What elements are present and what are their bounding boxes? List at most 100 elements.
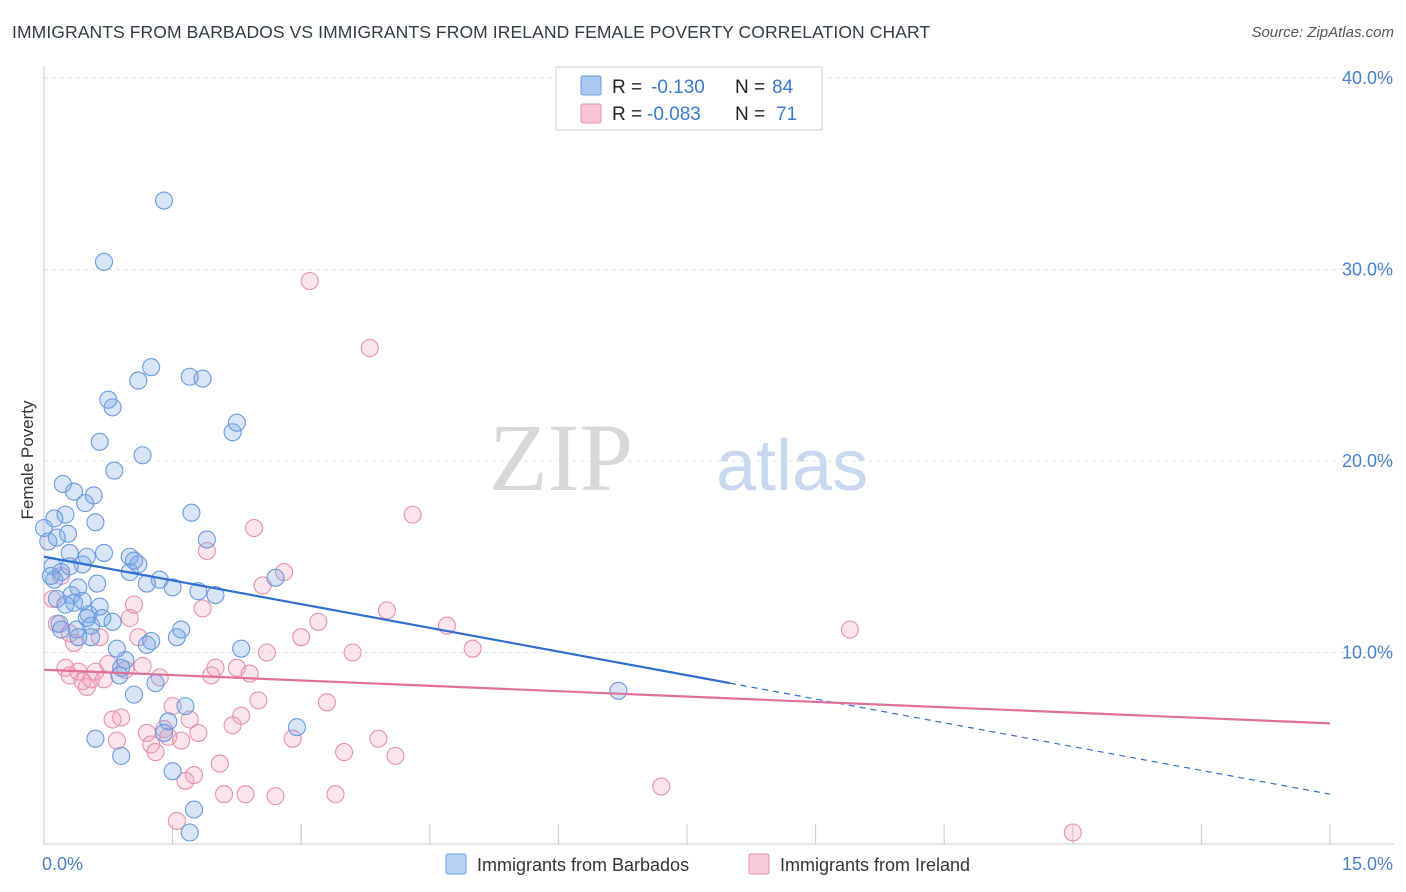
point-barbados bbox=[176, 697, 195, 716]
point-barbados bbox=[90, 597, 109, 616]
point-ireland bbox=[249, 691, 268, 710]
legend-r-label-barbados: R = bbox=[612, 77, 642, 98]
point-ireland bbox=[172, 731, 191, 750]
point-barbados bbox=[45, 509, 64, 528]
y-tick-label-3: 40.0% bbox=[1342, 68, 1393, 88]
point-barbados bbox=[105, 461, 124, 480]
point-barbados bbox=[56, 505, 75, 524]
point-ireland bbox=[124, 595, 144, 614]
point-barbados bbox=[172, 620, 191, 639]
point-barbados bbox=[94, 252, 114, 271]
point-ireland bbox=[107, 731, 126, 750]
point-barbados bbox=[41, 566, 60, 585]
point-ireland bbox=[214, 785, 234, 804]
point-ireland bbox=[189, 723, 208, 742]
point-ireland bbox=[335, 743, 354, 762]
legend-n-value-barbados: 84 bbox=[772, 77, 794, 98]
legend-n-value-ireland: 71 bbox=[776, 104, 797, 125]
point-barbados bbox=[163, 762, 182, 781]
point-barbados bbox=[67, 620, 86, 639]
point-ireland bbox=[300, 271, 319, 291]
point-ireland bbox=[386, 746, 405, 765]
point-ireland bbox=[652, 777, 671, 796]
point-ireland bbox=[232, 706, 251, 725]
point-ireland bbox=[403, 505, 422, 524]
point-ireland bbox=[210, 754, 229, 773]
point-barbados bbox=[93, 608, 112, 628]
point-ireland bbox=[463, 639, 482, 658]
point-ireland bbox=[377, 601, 396, 620]
point-barbados bbox=[154, 723, 174, 742]
point-barbados bbox=[82, 628, 101, 647]
point-barbados bbox=[103, 398, 122, 417]
point-barbados bbox=[223, 423, 242, 442]
point-ireland bbox=[193, 599, 212, 618]
point-barbados bbox=[133, 446, 152, 465]
point-barbados bbox=[124, 685, 144, 704]
point-ireland bbox=[292, 628, 311, 647]
source-label: Source: ZipAtlas.com bbox=[1251, 24, 1394, 41]
point-ireland bbox=[369, 729, 388, 748]
point-ireland bbox=[283, 729, 302, 748]
point-barbados bbox=[94, 543, 114, 562]
point-barbados bbox=[64, 482, 84, 501]
point-ireland bbox=[1063, 823, 1082, 842]
point-barbados bbox=[56, 595, 75, 614]
point-ireland bbox=[120, 608, 139, 628]
point-barbados bbox=[266, 568, 285, 587]
point-barbados bbox=[609, 681, 628, 700]
trend-line-barbados-extension bbox=[729, 682, 1331, 795]
point-barbados bbox=[129, 371, 148, 390]
point-barbados bbox=[184, 800, 204, 819]
point-barbados bbox=[52, 620, 71, 639]
watermark-zip: ZIP bbox=[489, 404, 633, 511]
gridlines bbox=[44, 77, 1394, 653]
point-ireland bbox=[326, 785, 345, 804]
point-barbados bbox=[154, 191, 174, 210]
point-ireland bbox=[343, 643, 362, 662]
watermark-atlas: atlas bbox=[716, 426, 868, 506]
point-ireland bbox=[309, 612, 328, 631]
point-ireland bbox=[360, 338, 379, 358]
axes bbox=[43, 66, 1394, 845]
legend-r-value-ireland: -0.083 bbox=[647, 104, 701, 125]
x-tick-label-0: 0.0% bbox=[42, 854, 83, 874]
series-legend-label-ireland: Immigrants from Ireland bbox=[780, 855, 970, 875]
point-barbados bbox=[86, 729, 105, 748]
point-barbados bbox=[88, 574, 107, 593]
point-barbados bbox=[206, 585, 225, 605]
point-barbados bbox=[197, 530, 216, 549]
point-barbados bbox=[182, 503, 201, 522]
legend-n-label-barbados: N = bbox=[735, 77, 765, 98]
point-ireland bbox=[257, 643, 276, 662]
point-ireland bbox=[180, 710, 199, 729]
point-ireland bbox=[112, 708, 131, 727]
point-ireland bbox=[236, 785, 255, 804]
legend-swatch-ireland bbox=[580, 103, 602, 124]
point-ireland bbox=[167, 811, 186, 831]
legend-r-value-barbados: -0.130 bbox=[651, 77, 705, 98]
point-barbados bbox=[86, 513, 105, 532]
point-barbados bbox=[142, 631, 161, 651]
legend-swatch-barbados bbox=[580, 75, 602, 96]
legend-n-label-ireland: N = bbox=[735, 104, 765, 125]
point-ireland bbox=[266, 787, 285, 806]
point-barbados bbox=[58, 524, 78, 543]
tick-labels: 10.0% 20.0% 30.0% 40.0% 0.0% 15.0% bbox=[42, 68, 1393, 874]
point-barbados bbox=[180, 823, 199, 842]
point-barbados bbox=[159, 712, 178, 731]
point-barbados bbox=[146, 674, 165, 693]
point-ireland bbox=[146, 743, 165, 762]
chart-title: IMMIGRANTS FROM BARBADOS VS IMMIGRANTS F… bbox=[12, 22, 931, 42]
point-ireland bbox=[840, 620, 859, 639]
point-barbados bbox=[193, 369, 212, 388]
point-barbados bbox=[124, 551, 144, 570]
point-barbados bbox=[90, 432, 109, 451]
y-tick-label-1: 20.0% bbox=[1342, 451, 1393, 471]
series-legend-swatch-ireland bbox=[748, 853, 770, 875]
point-barbados bbox=[73, 591, 92, 610]
stats-legend: R = -0.130 N = 84 R = -0.083 N = 71 bbox=[555, 66, 823, 131]
point-barbados bbox=[112, 746, 131, 765]
x-tick-label-1: 15.0% bbox=[1342, 854, 1393, 874]
point-ireland bbox=[317, 693, 336, 712]
